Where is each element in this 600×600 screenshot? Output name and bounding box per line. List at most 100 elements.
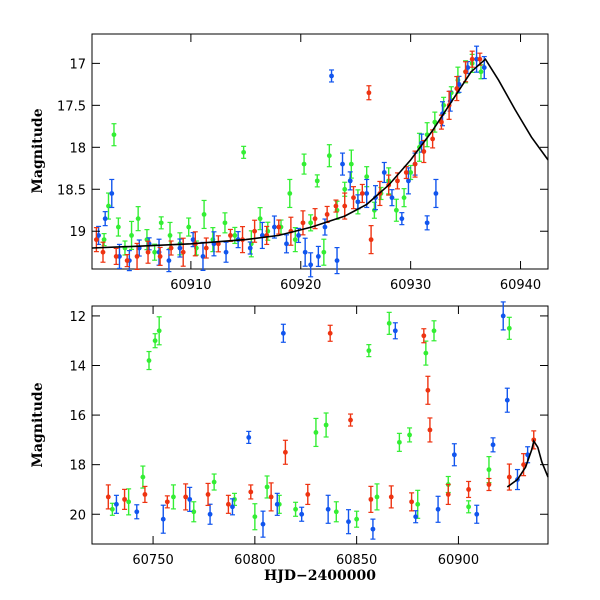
data-point-green	[191, 501, 197, 523]
data-point-blue	[433, 178, 439, 209]
data-point-green	[342, 181, 348, 197]
data-point-green	[170, 484, 176, 510]
data-point-red	[124, 254, 130, 268]
data-point-blue	[325, 494, 331, 524]
data-point-blue	[474, 504, 480, 524]
data-point-blue	[490, 437, 496, 453]
data-point-blue	[370, 518, 376, 540]
data-point-green	[129, 220, 135, 251]
data-point-green	[354, 510, 360, 528]
data-point-green	[252, 503, 258, 531]
data-point-blue	[355, 194, 361, 210]
data-point-green	[308, 214, 314, 232]
data-point-green	[158, 216, 164, 230]
data-point-blue	[116, 243, 122, 270]
data-point-red	[409, 492, 415, 512]
data-point-green	[152, 333, 158, 349]
x-tick-label: 60910	[170, 278, 211, 293]
data-point-blue	[207, 503, 213, 525]
y-tick-label: 19	[69, 225, 86, 240]
data-point-green	[374, 483, 380, 511]
x-tick-label: 60750	[132, 553, 173, 568]
data-point-green	[257, 207, 263, 231]
y-tick-label: 18	[69, 141, 86, 156]
data-point-red	[276, 219, 282, 235]
top-axes: 60910 60920 60930 60940 17 17.5 18 18.5 19	[57, 34, 548, 293]
data-point-blue	[280, 323, 286, 343]
data-point-red	[268, 482, 274, 512]
data-point-green	[111, 123, 117, 147]
data-point-red	[205, 482, 211, 507]
data-point-blue	[329, 69, 335, 83]
data-point-green	[201, 199, 207, 230]
data-point-red	[122, 488, 128, 510]
y-tick-label: 18	[69, 459, 86, 474]
data-point-blue	[96, 225, 102, 246]
y-tick-label: 12	[69, 310, 86, 325]
data-point-blue	[315, 245, 321, 268]
y-tick-label: 16	[69, 409, 86, 424]
data-point-blue	[177, 238, 183, 258]
x-tick-label: 60800	[234, 553, 275, 568]
data-point-red	[445, 483, 451, 506]
data-point-red	[134, 242, 140, 271]
data-point-red	[359, 183, 365, 204]
data-point-green	[466, 500, 472, 514]
x-tick-label: 60940	[500, 278, 541, 293]
data-point-blue	[500, 301, 506, 331]
data-point-blue	[392, 322, 398, 340]
data-point-green	[126, 488, 132, 516]
x-tick-label: 60920	[280, 278, 321, 293]
data-point-red	[430, 129, 436, 149]
data-point-red	[248, 484, 254, 500]
data-point-red	[421, 328, 427, 344]
data-point-green	[122, 240, 128, 256]
data-point-blue	[247, 241, 253, 255]
data-point-blue	[283, 234, 289, 254]
data-point-blue	[346, 509, 351, 535]
data-point-blue	[322, 218, 328, 236]
data-point-blue	[187, 486, 193, 512]
x-tick-label: 60850	[336, 553, 377, 568]
data-point-blue	[451, 443, 457, 467]
data-point-red	[157, 246, 163, 267]
data-point-green	[135, 206, 141, 232]
data-point-blue	[160, 504, 166, 534]
data-point-blue	[381, 161, 387, 184]
data-point-green	[109, 502, 115, 516]
data-point-green	[293, 501, 299, 517]
data-point-blue	[389, 189, 395, 207]
data-point-red	[180, 237, 186, 267]
data-point-blue	[504, 387, 510, 413]
data-point-green	[401, 188, 407, 208]
data-point-green	[211, 473, 217, 491]
data-point-blue	[113, 494, 119, 514]
data-point-red	[164, 495, 170, 509]
data-point-green	[115, 217, 121, 237]
data-point-green	[186, 217, 192, 237]
y-tick-label: 17	[69, 57, 86, 72]
data-point-red	[113, 247, 119, 266]
data-point-blue	[424, 215, 430, 231]
data-point-green	[386, 311, 392, 335]
bottom-axes: 60750 60800 60850 60900 12 14 16 18 20	[69, 306, 548, 568]
data-point-green	[301, 153, 307, 175]
data-point-blue	[260, 510, 266, 538]
data-point-red	[427, 417, 433, 443]
bottom-y-axis-label: Magnitude	[30, 382, 46, 467]
data-point-green	[222, 212, 228, 234]
y-tick-label: 20	[69, 508, 86, 523]
model-curve	[91, 57, 549, 249]
data-point-green	[105, 192, 111, 220]
data-point-blue	[223, 241, 229, 263]
data-point-green	[506, 316, 512, 340]
data-point-blue	[435, 495, 441, 523]
data-point-green	[423, 340, 429, 366]
data-point-red	[368, 485, 374, 513]
data-point-green	[396, 432, 402, 452]
data-point-red	[351, 186, 357, 210]
data-point-red	[305, 483, 311, 506]
bottom-panel: 60750 60800 60850 60900 12 14 16 18 20 Magnitude…	[30, 301, 549, 584]
data-point-green	[314, 174, 320, 188]
